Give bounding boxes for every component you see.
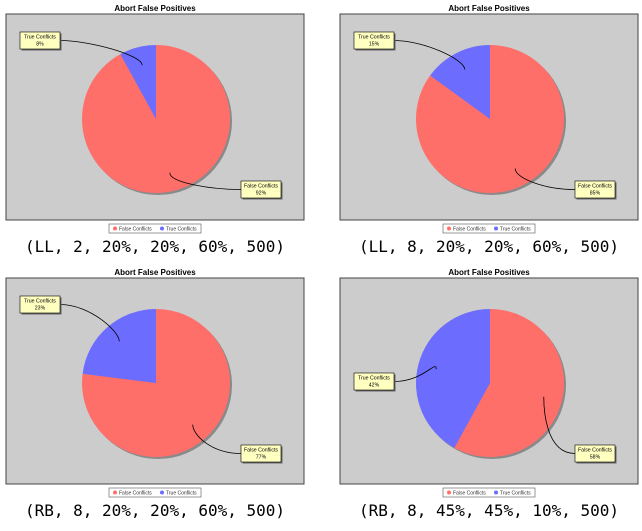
legend-swatch [447, 490, 451, 495]
slice-label: False Conflicts [244, 448, 278, 454]
pie-slice-false-conflicts [82, 309, 231, 457]
chart-caption-2: (LL, 8, 20%, 20%, 60%, 500) [358, 237, 620, 256]
slice-label: True Conflicts [358, 376, 390, 382]
legend-swatch [160, 490, 164, 495]
chart-panel-1: Abort False Positives False Conflicts 92% T… [4, 2, 306, 260]
legend-swatch [494, 226, 498, 231]
legend-swatch [494, 490, 498, 495]
legend: False Conflicts True Conflicts [108, 487, 202, 498]
legend-box [442, 487, 536, 498]
legend-swatch [160, 226, 164, 231]
slice-label: 77% [256, 455, 267, 461]
pie-slice-false-conflicts [454, 309, 564, 457]
legend-entry: False Conflicts [453, 227, 486, 233]
chart-caption-1: (LL, 2, 20%, 20%, 60%, 500) [24, 237, 286, 256]
callout-box [353, 31, 395, 50]
callout-box [19, 295, 61, 314]
chart-title: Abort False Positives [448, 268, 530, 277]
callout-box [19, 31, 61, 50]
slice-label: 85% [590, 191, 601, 197]
slice-label: 58% [590, 455, 601, 461]
slice-label: False Conflicts [578, 448, 612, 454]
legend-entry: True Conflicts [500, 227, 531, 233]
pie-slice-true-conflicts [120, 45, 156, 119]
legend-entry: True Conflicts [166, 227, 197, 233]
chart-panel-2: Abort False Positives False Conflicts 85% T… [338, 2, 640, 260]
chart-title: Abort False Positives [448, 4, 530, 13]
callout-leader-line [59, 304, 120, 342]
legend: False Conflicts True Conflicts [442, 223, 536, 234]
slice-label: 92% [256, 191, 267, 197]
slice-label: True Conflicts [24, 35, 56, 41]
callout-leader-line [192, 424, 242, 454]
pie-slice-true-conflicts [82, 309, 156, 383]
pie-slice-false-conflicts [82, 45, 231, 193]
slice-label: False Conflicts [578, 184, 612, 190]
legend-entry: False Conflicts [119, 491, 152, 497]
legend-entry: True Conflicts [500, 491, 531, 497]
chart-title: Abort False Positives [114, 268, 196, 277]
chart-caption-4: (RB, 8, 45%, 45%, 10%, 500) [358, 501, 620, 520]
callout-leader-line [543, 396, 576, 454]
legend-swatch [113, 490, 117, 495]
slice-label: True Conflicts [24, 299, 56, 305]
legend-box [108, 487, 202, 498]
chart-panel-4: Abort False Positives False Conflicts 58% T… [338, 266, 640, 524]
slice-label: 23% [35, 306, 46, 312]
callout-box [574, 180, 616, 199]
callout-box [240, 444, 282, 463]
slice-label: False Conflicts [244, 184, 278, 190]
callout-box [574, 444, 616, 463]
slice-label: 42% [369, 383, 380, 389]
slice-label: True Conflicts [358, 35, 390, 41]
chart-title: Abort False Positives [114, 4, 196, 13]
callout-leader-line [514, 168, 576, 190]
chart-panel-3: Abort False Positives False Conflicts 77% T… [4, 266, 306, 524]
callout-leader-line [393, 40, 466, 70]
chart-caption-3: (RB, 8, 20%, 20%, 60%, 500) [24, 501, 286, 520]
legend-box [108, 223, 202, 234]
callout-leader-line [169, 172, 242, 190]
callout-leader-line [393, 366, 437, 382]
pie-slice-true-conflicts [416, 309, 490, 448]
legend: False Conflicts True Conflicts [108, 223, 202, 234]
legend-swatch [113, 226, 117, 231]
callout-leader-line [59, 40, 143, 66]
legend-entry: False Conflicts [453, 491, 486, 497]
callout-box [353, 372, 395, 391]
legend-entry: False Conflicts [119, 227, 152, 233]
legend-entry: True Conflicts [166, 491, 197, 497]
pie-slice-true-conflicts [430, 45, 490, 119]
slice-label: 15% [369, 42, 380, 48]
callout-box [240, 180, 282, 199]
legend-swatch [447, 226, 451, 231]
legend-box [442, 223, 536, 234]
slice-label: 8% [36, 42, 44, 48]
legend: False Conflicts True Conflicts [442, 487, 536, 498]
